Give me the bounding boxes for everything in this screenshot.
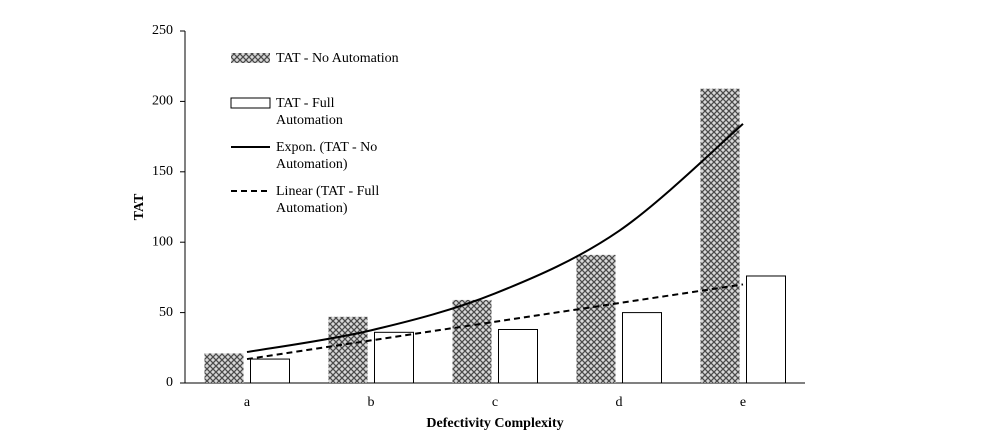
bar — [498, 328, 538, 384]
y-tick-label: 50 — [159, 305, 173, 320]
y-tick-label: 100 — [152, 234, 173, 249]
bar — [452, 299, 492, 383]
bar — [622, 312, 662, 384]
legend-label: TAT - Full Automation — [276, 96, 343, 128]
trend-line — [246, 123, 744, 354]
bar — [328, 316, 368, 383]
x-tick-label: a — [244, 395, 251, 410]
x-tick-label: e — [740, 395, 746, 410]
y-axis-title: TAT — [132, 193, 147, 220]
legend-label: Expon. (TAT - No Automation) — [276, 140, 378, 172]
x-tick-label: d — [616, 395, 623, 410]
bar — [576, 254, 616, 383]
y-tick-label: 0 — [166, 375, 173, 390]
bar — [204, 353, 244, 383]
legend-swatch — [231, 53, 270, 63]
bar — [374, 331, 414, 384]
legend-swatch — [230, 97, 271, 109]
x-axis-title: Defectivity Complexity — [426, 416, 563, 431]
trend-line — [246, 283, 744, 361]
y-tick-label: 250 — [152, 23, 173, 38]
bar — [250, 358, 290, 384]
bar — [700, 88, 740, 383]
x-tick-label: b — [368, 395, 375, 410]
y-tick-label: 150 — [152, 164, 173, 179]
legend-label: Linear (TAT - Full Automation) — [276, 184, 380, 216]
bar — [746, 275, 786, 384]
legend-label: TAT - No Automation — [276, 51, 399, 66]
x-tick-label: c — [492, 395, 498, 410]
y-tick-label: 200 — [152, 94, 173, 109]
